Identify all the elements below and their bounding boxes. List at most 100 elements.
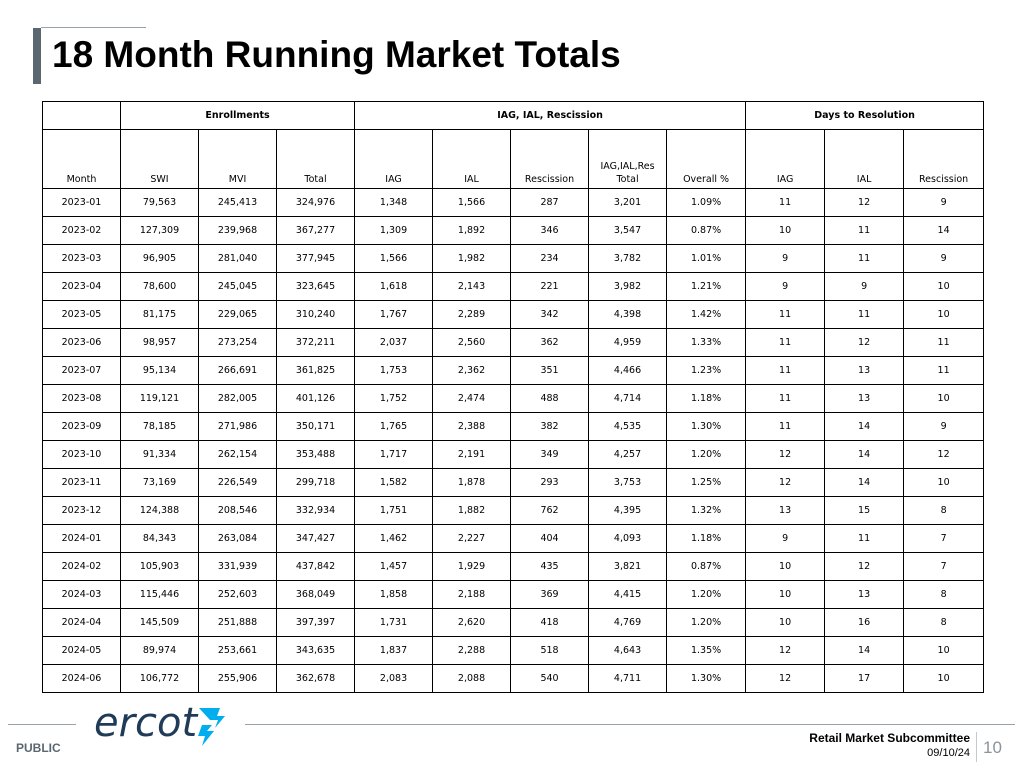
table-cell: 4,415 (588, 580, 668, 609)
table-cell: 4,714 (588, 384, 668, 413)
table-cell: 540 (510, 664, 590, 693)
table-cell: 4,093 (588, 524, 668, 553)
table-cell: 12 (824, 188, 905, 217)
table-cell: 1.20% (666, 440, 747, 469)
table-cell: 1,765 (354, 412, 434, 441)
column-header: IAG (745, 129, 826, 189)
table-cell: 404 (510, 524, 590, 553)
table-cell: 12 (745, 440, 826, 469)
table-cell: 4,535 (588, 412, 668, 441)
table-cell: 2023-06 (42, 328, 121, 357)
table-cell: 12 (824, 328, 905, 357)
table-cell: 10 (903, 300, 985, 329)
table-cell: 1,767 (354, 300, 434, 329)
table-cell: 8 (903, 580, 985, 609)
column-header: IAG,IAL,Res Total (588, 129, 668, 189)
table-cell: 281,040 (198, 244, 277, 273)
table-cell: 10 (903, 636, 985, 665)
table-cell: 362,678 (275, 664, 356, 693)
table-row: 2023-04 78,600 245,045 323,645 1,618 2,143 221… (42, 272, 985, 301)
table-cell: 1.30% (666, 412, 747, 441)
table-cell: 255,906 (198, 664, 277, 693)
table-cell: 245,413 (198, 188, 277, 217)
table-cell: 115,446 (120, 580, 199, 609)
table-cell: 229,065 (198, 300, 277, 329)
table-cell: 2,560 (432, 328, 512, 357)
table-cell: 3,821 (588, 552, 668, 581)
table-cell: 349 (510, 440, 590, 469)
table-cell: 1,462 (354, 524, 434, 553)
meeting-date: 09/10/24 (927, 747, 970, 759)
table-cell: 2,288 (432, 636, 512, 665)
group-header-empty (42, 101, 121, 130)
table-cell: 245,045 (198, 272, 277, 301)
table-cell: 2024-04 (42, 608, 121, 637)
table-cell: 1,858 (354, 580, 434, 609)
table-cell: 273,254 (198, 328, 277, 357)
table-cell: 14 (824, 636, 905, 665)
table-cell: 10 (745, 580, 826, 609)
table-cell: 251,888 (198, 608, 277, 637)
table-cell: 3,201 (588, 188, 668, 217)
table-cell: 11 (824, 524, 905, 553)
table-cell: 518 (510, 636, 590, 665)
table-cell: 3,782 (588, 244, 668, 273)
table-cell: 119,121 (120, 384, 199, 413)
table-cell: 323,645 (275, 272, 356, 301)
table-cell: 346 (510, 216, 590, 245)
table-row: 2023-02 127,309 239,968 367,277 1,309 1,892 34… (42, 216, 985, 245)
table-cell: 221 (510, 272, 590, 301)
table-cell: 1.30% (666, 664, 747, 693)
table-row: 2024-02 105,903 331,939 437,842 1,457 1,929 43… (42, 552, 985, 581)
table-cell: 15 (824, 496, 905, 525)
table-cell: 1,752 (354, 384, 434, 413)
column-header: IAL (432, 129, 512, 189)
table-cell: 418 (510, 608, 590, 637)
table-cell: 2023-10 (42, 440, 121, 469)
logo-state-icon (198, 708, 225, 746)
table-cell: 1,309 (354, 216, 434, 245)
column-header: Rescission (903, 129, 985, 189)
table-cell: 12 (745, 468, 826, 497)
footer-rule-right (245, 724, 1015, 725)
table-cell: 127,309 (120, 216, 199, 245)
table-cell: 10 (903, 384, 985, 413)
page-number-divider (976, 732, 977, 762)
table-cell: 488 (510, 384, 590, 413)
table-cell: 2024-05 (42, 636, 121, 665)
table-cell: 351 (510, 356, 590, 385)
table-cell: 78,185 (120, 412, 199, 441)
table-cell: 3,982 (588, 272, 668, 301)
table-cell: 2023-01 (42, 188, 121, 217)
table-cell: 12 (745, 636, 826, 665)
table-row: 2023-01 79,563 245,413 324,976 1,348 1,566 287… (42, 188, 985, 217)
ercot-logo: ercot (94, 700, 225, 746)
table-cell: 1,751 (354, 496, 434, 525)
column-header: IAG (354, 129, 434, 189)
table-cell: 1.20% (666, 580, 747, 609)
table-cell: 14 (824, 440, 905, 469)
table-cell: 11 (745, 356, 826, 385)
table-cell: 2024-01 (42, 524, 121, 553)
column-header: Overall % (666, 129, 747, 189)
table-cell: 1,753 (354, 356, 434, 385)
table-cell: 367,277 (275, 216, 356, 245)
table-cell: 2023-05 (42, 300, 121, 329)
column-header: MVI (198, 129, 277, 189)
table-cell: 145,509 (120, 608, 199, 637)
table-cell: 2023-12 (42, 496, 121, 525)
table-row: 2024-04 145,509 251,888 397,397 1,731 2,620 41… (42, 608, 985, 637)
table-cell: 1.42% (666, 300, 747, 329)
table-cell: 1,731 (354, 608, 434, 637)
table-body: 2023-01 79,563 245,413 324,976 1,348 1,566 287… (42, 188, 985, 693)
table-cell: 12 (745, 664, 826, 693)
table-cell: 1.25% (666, 468, 747, 497)
table-cell: 9 (745, 524, 826, 553)
table-cell: 11 (745, 328, 826, 357)
table-cell: 10 (903, 664, 985, 693)
table-cell: 7 (903, 552, 985, 581)
group-header-enrollments: Enrollments (119, 101, 356, 130)
table-cell: 287 (510, 188, 590, 217)
table-cell: 1,837 (354, 636, 434, 665)
table-cell: 2023-07 (42, 356, 121, 385)
